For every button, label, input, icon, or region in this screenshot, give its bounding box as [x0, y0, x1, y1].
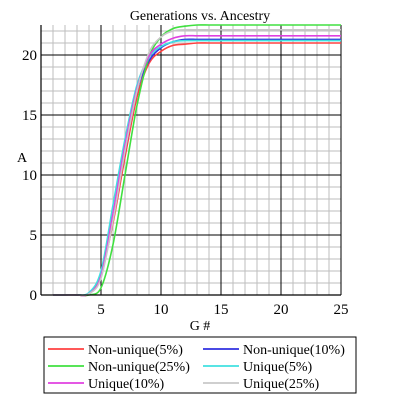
major-grid: [41, 25, 342, 295]
x-axis-title: G #: [190, 319, 211, 334]
y-tick-label: 20: [22, 48, 37, 64]
legend: Non-unique(5%) Non-unique(10%) Non-unique(…: [43, 336, 357, 394]
x-tick-label: 15: [214, 302, 229, 318]
chart-title: Generations vs. Ancestry: [130, 9, 270, 24]
y-tick-label: 10: [22, 168, 37, 184]
axis-layer: 5 10 15 20 25 0 5 10 15 20: [22, 25, 349, 318]
x-tick-label: 20: [274, 302, 289, 318]
x-tick-label: 10: [154, 302, 169, 318]
y-tick-label: 15: [22, 108, 37, 124]
legend-label-non-unique-25: Non-unique(25%): [88, 360, 190, 375]
legend-label-non-unique-10: Non-unique(10%): [243, 343, 345, 358]
y-axis-title: A: [17, 151, 28, 166]
legend-box: [43, 336, 357, 394]
y-tick-label: 0: [30, 288, 38, 304]
legend-label-unique-5: Unique(5%): [243, 360, 313, 375]
legend-label-unique-10: Unique(10%): [88, 377, 165, 392]
x-tick-label: 5: [97, 302, 105, 318]
legend-label-unique-25: Unique(25%): [243, 377, 320, 392]
legend-label-non-unique-5: Non-unique(5%): [88, 343, 183, 358]
minor-grid: [41, 25, 341, 295]
x-tick-label: 25: [334, 302, 349, 318]
y-tick-label: 5: [30, 228, 38, 244]
